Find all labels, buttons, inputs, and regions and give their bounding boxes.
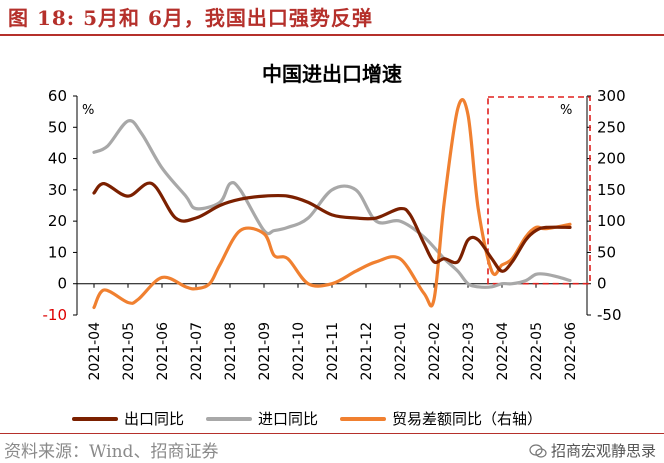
x-tick-label: 2021-07 bbox=[189, 322, 205, 381]
x-tick-label: 2021-06 bbox=[155, 322, 171, 381]
highlight-box bbox=[487, 96, 591, 285]
chart-axes: -10 0 10 20 30 40 50 60 -50 0 50 100 150 200 250 300% % 2… bbox=[43, 87, 626, 381]
legend-swatch-trade-balance bbox=[340, 416, 387, 421]
legend-swatch-import bbox=[206, 416, 253, 421]
source-note: 资料来源：Wind、招商证券 bbox=[4, 442, 219, 462]
x-tick-label: 2021-10 bbox=[291, 322, 307, 381]
right-tick-label: 250 bbox=[597, 118, 626, 136]
x-tick-label: 2021-05 bbox=[121, 322, 137, 381]
watermark-text: 招商宏观静思录 bbox=[550, 442, 656, 460]
series-line-trade-balance bbox=[92, 98, 572, 310]
right-tick-label: 200 bbox=[597, 150, 626, 168]
x-tick-label: 2022-06 bbox=[563, 322, 579, 381]
chart-legend: 出口同比 进口同比 贸易差额同比（右轴） bbox=[72, 408, 542, 429]
left-tick-label: 0 bbox=[57, 275, 67, 293]
x-tick-label: 2022-03 bbox=[461, 322, 477, 381]
right-unit-label: % bbox=[560, 103, 572, 118]
watermark: 招商宏观静思录 bbox=[529, 440, 656, 461]
left-unit-label: % bbox=[82, 103, 94, 118]
x-tick-label: 2022-01 bbox=[393, 322, 409, 381]
left-tick-label: -10 bbox=[43, 306, 68, 324]
x-tick-label: 2022-04 bbox=[495, 322, 511, 381]
left-tick-label: 60 bbox=[48, 87, 67, 105]
legend-item-import: 进口同比 bbox=[206, 408, 318, 429]
left-tick-label: 20 bbox=[48, 212, 67, 230]
legend-label-trade-balance: 贸易差额同比（右轴） bbox=[392, 410, 543, 428]
legend-swatch-export bbox=[72, 416, 118, 421]
series-line-export bbox=[92, 181, 572, 273]
right-tick-label: -50 bbox=[597, 306, 622, 324]
left-tick-label: 40 bbox=[48, 150, 67, 168]
x-tick-label: 2021-11 bbox=[325, 322, 341, 381]
x-tick-label: 2021-08 bbox=[223, 322, 239, 381]
legend-label-export: 出口同比 bbox=[124, 410, 185, 428]
legend-label-import: 进口同比 bbox=[258, 410, 319, 428]
right-tick-label: 150 bbox=[597, 181, 626, 199]
series-line-import bbox=[92, 119, 572, 289]
title-divider bbox=[0, 34, 664, 36]
figure-title: 图 18: 5月和 6月，我国出口强势反弹 bbox=[8, 6, 373, 30]
chart-series bbox=[92, 96, 591, 310]
left-tick-label: 10 bbox=[48, 243, 67, 261]
legend-item-export: 出口同比 bbox=[72, 408, 184, 429]
x-tick-label: 2021-12 bbox=[359, 322, 375, 381]
left-tick-label: 50 bbox=[48, 118, 67, 136]
wechat-icon bbox=[529, 443, 547, 458]
source-divider bbox=[0, 433, 664, 434]
x-tick-label: 2021-09 bbox=[257, 322, 273, 381]
right-tick-label: 50 bbox=[597, 243, 616, 261]
right-tick-label: 300 bbox=[597, 87, 626, 105]
legend-item-trade-balance: 贸易差额同比（右轴） bbox=[340, 408, 542, 429]
x-tick-label: 2022-02 bbox=[427, 322, 443, 381]
chart-title: 中国进出口增速 bbox=[262, 62, 402, 86]
left-tick-label: 30 bbox=[48, 181, 67, 199]
right-tick-label: 100 bbox=[597, 212, 626, 230]
right-tick-label: 0 bbox=[597, 275, 607, 293]
x-tick-label: 2021-04 bbox=[87, 322, 103, 381]
x-tick-label: 2022-05 bbox=[529, 322, 545, 381]
